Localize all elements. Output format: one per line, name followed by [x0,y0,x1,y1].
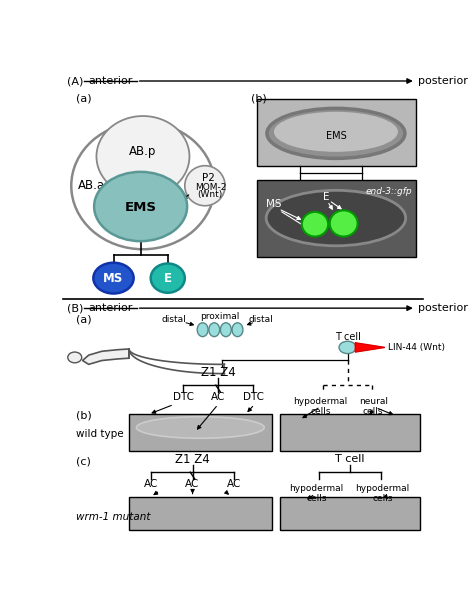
Ellipse shape [197,323,208,337]
Ellipse shape [137,417,264,438]
Ellipse shape [266,190,406,246]
Text: Z1 Z4: Z1 Z4 [175,453,210,466]
Text: DTC: DTC [173,392,194,402]
Text: hypodermal
cells: hypodermal cells [293,396,347,416]
Text: LIN-44 (Wnt): LIN-44 (Wnt) [388,343,445,352]
Text: wild type: wild type [76,429,124,439]
Text: P2: P2 [202,173,215,183]
Polygon shape [356,343,385,352]
Ellipse shape [151,264,185,293]
Text: anterior: anterior [89,76,133,86]
Bar [280,497,419,530]
Text: hypodermal
cells: hypodermal cells [290,484,344,503]
Ellipse shape [185,166,225,206]
Text: hypodermal
cells: hypodermal cells [356,484,410,503]
Text: (A): (A) [67,76,83,86]
Text: AB.p: AB.p [129,145,156,157]
Text: posterior: posterior [418,76,468,86]
Ellipse shape [339,341,356,353]
Text: (B): (B) [67,303,83,313]
Text: neural
cells: neural cells [359,396,388,416]
Text: MOM-2: MOM-2 [195,183,226,192]
Text: MS: MS [103,271,124,285]
Text: AC: AC [144,479,158,489]
Text: distal: distal [162,315,186,324]
Bar [129,497,273,530]
Ellipse shape [302,212,328,237]
Text: posterior: posterior [418,303,468,313]
Text: EMS: EMS [326,131,346,141]
Text: T cell: T cell [335,454,365,464]
Text: (Wnt): (Wnt) [198,190,223,200]
Text: EMS: EMS [125,201,156,213]
Text: Z1 Z4: Z1 Z4 [201,365,236,379]
Text: (a): (a) [76,315,92,324]
Text: (a): (a) [76,93,92,103]
Text: (b): (b) [76,411,92,420]
Bar [257,181,416,257]
Ellipse shape [232,323,243,337]
Text: (b): (b) [251,93,267,103]
Text: proximal: proximal [200,312,239,321]
Ellipse shape [96,116,190,197]
Ellipse shape [267,108,405,158]
PathPatch shape [82,349,129,364]
Text: AC: AC [211,392,225,402]
Text: AC: AC [185,479,200,489]
Ellipse shape [68,352,82,363]
Ellipse shape [209,323,219,337]
Bar [129,414,273,451]
Text: (c): (c) [76,457,91,467]
Ellipse shape [93,263,134,294]
Text: E: E [164,271,172,285]
Text: MS: MS [266,199,282,209]
Ellipse shape [220,323,231,337]
Text: T cell: T cell [335,332,361,343]
Text: AC: AC [227,479,242,489]
Text: AB.a: AB.a [78,179,105,192]
Bar [257,99,416,166]
Text: DTC: DTC [243,392,264,402]
Text: E: E [323,191,330,202]
Text: wrm-1 mutant: wrm-1 mutant [76,512,151,522]
Ellipse shape [274,112,398,152]
Ellipse shape [94,172,187,241]
Text: distal: distal [248,315,273,324]
Text: end-3::gfp: end-3::gfp [365,187,412,196]
Bar [280,414,419,451]
Text: anterior: anterior [89,303,133,313]
Ellipse shape [330,210,357,237]
